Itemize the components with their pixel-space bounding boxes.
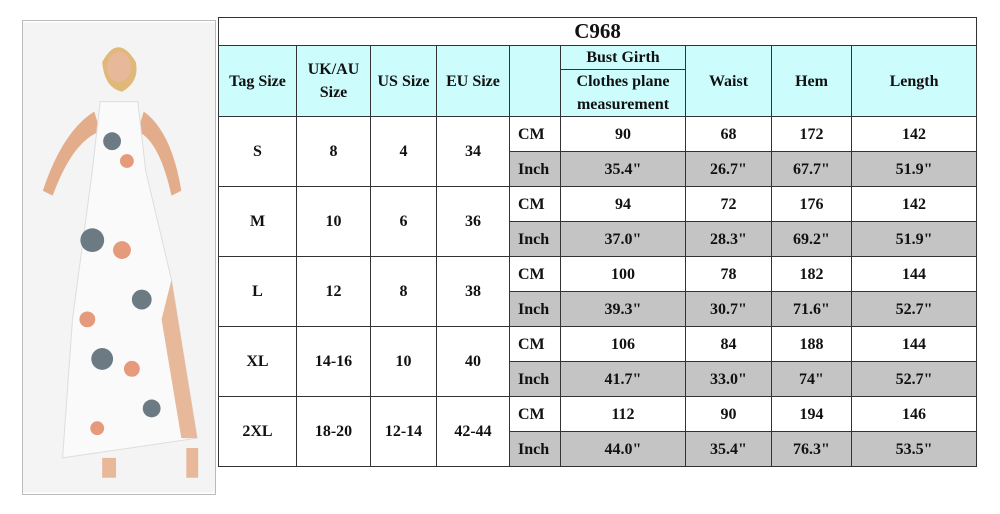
header-cell: Tag Size bbox=[218, 45, 297, 117]
size-cell: 36 bbox=[436, 186, 510, 257]
size-cell: 40 bbox=[436, 326, 510, 397]
unit-cell: Inch bbox=[509, 291, 561, 327]
size-cell: XL bbox=[218, 326, 297, 397]
measure-cell: 33.0" bbox=[685, 361, 772, 397]
measure-cell: 84 bbox=[685, 326, 772, 362]
measure-cell: 146 bbox=[850, 396, 978, 432]
measure-cell: 51.9" bbox=[850, 151, 978, 187]
size-cell: M bbox=[218, 186, 297, 257]
header-cell bbox=[509, 45, 561, 117]
measure-cell: 37.0" bbox=[560, 221, 686, 257]
measure-cell: 71.6" bbox=[771, 291, 852, 327]
measure-cell: 30.7" bbox=[685, 291, 772, 327]
table-row: 2XL 18-20 12-14 42-44 CM 112 90 194 146 bbox=[218, 396, 978, 467]
measure-cell: 41.7" bbox=[560, 361, 686, 397]
size-cell: S bbox=[218, 116, 297, 187]
size-cell: 10 bbox=[370, 326, 437, 397]
measure-cell: 94 bbox=[560, 186, 686, 222]
measure-cell: 142 bbox=[850, 186, 978, 222]
size-cell: 42-44 bbox=[436, 396, 510, 467]
unit-cell: CM bbox=[509, 396, 561, 432]
measure-cell: 144 bbox=[850, 326, 978, 362]
size-cell: 6 bbox=[370, 186, 437, 257]
unit-cell: CM bbox=[509, 116, 561, 152]
measure-cell: 68 bbox=[685, 116, 772, 152]
measure-cell: 90 bbox=[685, 396, 772, 432]
unit-cell: Inch bbox=[509, 221, 561, 257]
size-cell: 8 bbox=[296, 116, 371, 187]
size-cell: 12-14 bbox=[370, 396, 437, 467]
measure-cell: 106 bbox=[560, 326, 686, 362]
header-cell: UK/AU Size bbox=[296, 45, 371, 117]
measure-cell: 72 bbox=[685, 186, 772, 222]
header-cell: Length bbox=[850, 45, 978, 117]
unit-cell: Inch bbox=[509, 361, 561, 397]
measure-cell: 172 bbox=[771, 116, 852, 152]
size-cell: 2XL bbox=[218, 396, 297, 467]
measure-cell: 100 bbox=[560, 256, 686, 292]
size-cell: 14-16 bbox=[296, 326, 371, 397]
measure-cell: 53.5" bbox=[850, 431, 978, 467]
size-cell: 8 bbox=[370, 256, 437, 327]
header-cell: Hem bbox=[771, 45, 852, 117]
measure-cell: 69.2" bbox=[771, 221, 852, 257]
size-cell: 12 bbox=[296, 256, 371, 327]
product-photo bbox=[22, 20, 216, 495]
measure-cell: 144 bbox=[850, 256, 978, 292]
measure-cell: 35.4" bbox=[685, 431, 772, 467]
table-row: S 8 4 34 CM 90 68 172 142 bbox=[218, 116, 978, 187]
table-row: L 12 8 38 CM 100 78 182 144 bbox=[218, 256, 978, 327]
table-row: Tag Size UK/AU Size US Size EU Size Bust Gir… bbox=[218, 45, 978, 117]
size-cell: L bbox=[218, 256, 297, 327]
measure-cell: 44.0" bbox=[560, 431, 686, 467]
size-cell: 10 bbox=[296, 186, 371, 257]
header-cell: Clothes plane measurement bbox=[560, 69, 686, 117]
measure-cell: 112 bbox=[560, 396, 686, 432]
table-row: C968 bbox=[217, 17, 978, 46]
measure-cell: 52.7" bbox=[850, 361, 978, 397]
size-cell: 38 bbox=[436, 256, 510, 327]
header-cell: Bust Girth bbox=[560, 45, 686, 70]
measure-cell: 52.7" bbox=[850, 291, 978, 327]
measure-cell: 39.3" bbox=[560, 291, 686, 327]
table-row: Inch 44.0" 35.4" 76.3" 53.5" bbox=[219, 431, 978, 467]
measure-cell: 35.4" bbox=[560, 151, 686, 187]
unit-cell: Inch bbox=[509, 431, 561, 467]
measure-cell: 51.9" bbox=[850, 221, 978, 257]
measure-cell: 194 bbox=[771, 396, 852, 432]
measure-cell: 78 bbox=[685, 256, 772, 292]
measure-cell: 67.7" bbox=[771, 151, 852, 187]
size-cell: 4 bbox=[370, 116, 437, 187]
table-row: XL 14-16 10 40 CM 106 84 188 144 bbox=[218, 326, 978, 397]
measure-cell: 90 bbox=[560, 116, 686, 152]
size-cell: 34 bbox=[436, 116, 510, 187]
measure-cell: 74" bbox=[771, 361, 852, 397]
unit-cell: CM bbox=[509, 186, 561, 222]
measure-cell: 142 bbox=[850, 116, 978, 152]
measure-cell: 26.7" bbox=[685, 151, 772, 187]
table-row: Inch 35.4" 26.7" 67.7" 51.9" bbox=[219, 151, 978, 187]
table-title: C968 bbox=[217, 17, 978, 46]
table-row: M 10 6 36 CM 94 72 176 142 bbox=[218, 186, 978, 257]
measure-cell: 182 bbox=[771, 256, 852, 292]
measure-cell: 176 bbox=[771, 186, 852, 222]
size-cell: 18-20 bbox=[296, 396, 371, 467]
measure-cell: 76.3" bbox=[771, 431, 852, 467]
size-table: C968 Tag Size UK/AU Size US Size EU Size Bust… bbox=[217, 17, 978, 467]
header-cell: Waist bbox=[685, 45, 772, 117]
unit-cell: Inch bbox=[509, 151, 561, 187]
header-cell: EU Size bbox=[436, 45, 510, 117]
measure-cell: 28.3" bbox=[685, 221, 772, 257]
unit-cell: CM bbox=[509, 256, 561, 292]
table-row: Inch 37.0" 28.3" 69.2" 51.9" bbox=[219, 221, 978, 257]
measure-cell: 188 bbox=[771, 326, 852, 362]
header-cell: US Size bbox=[370, 45, 437, 117]
unit-cell: CM bbox=[509, 326, 561, 362]
table-row: Clothes plane measurement bbox=[219, 69, 977, 117]
